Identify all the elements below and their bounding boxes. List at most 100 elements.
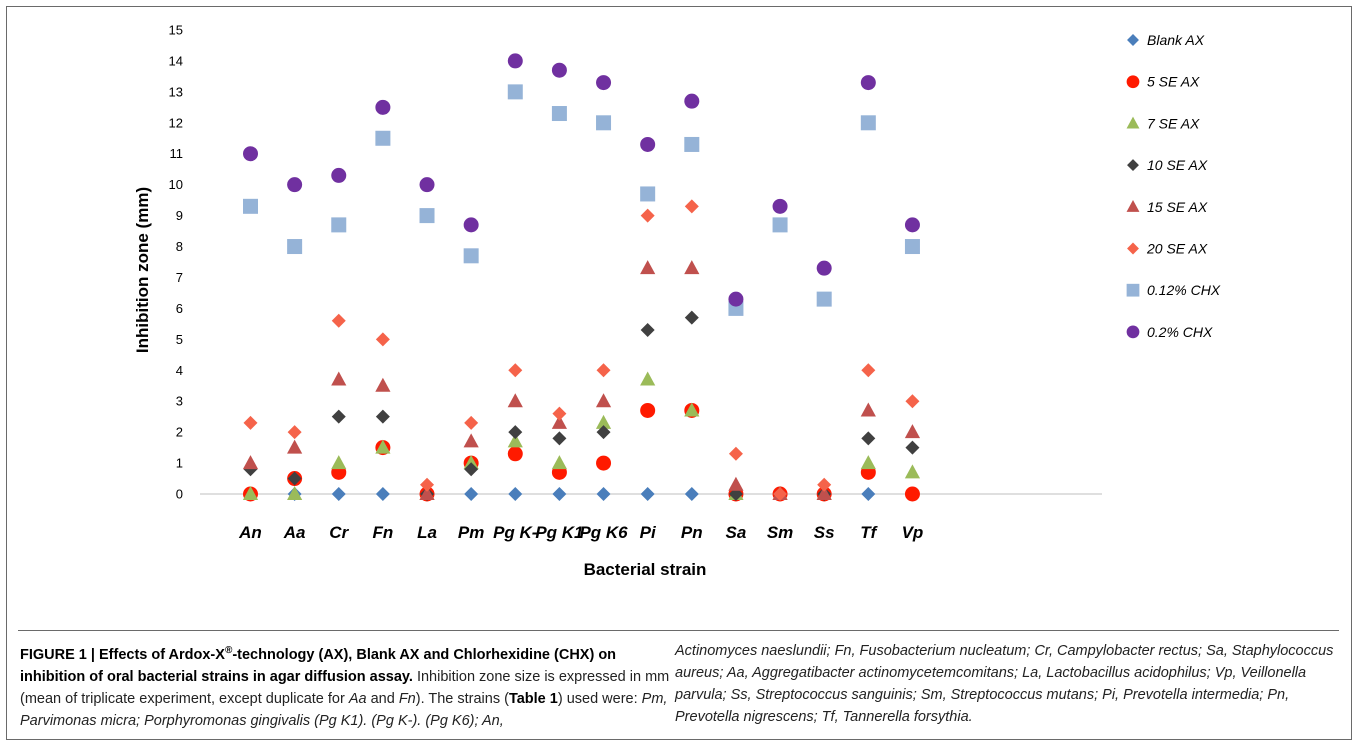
legend-label: 20 SE AX (1146, 241, 1208, 257)
point-blank-ax (861, 487, 876, 501)
point-20-se-ax (375, 332, 390, 347)
x-category-label: Tf (860, 523, 878, 542)
x-axis-title: Bacterial strain (584, 560, 707, 579)
x-category-label: Fn (372, 523, 393, 542)
point-15-se-ax (640, 260, 656, 275)
point-blank-ax (464, 487, 479, 501)
point-0-2-chx (640, 136, 656, 152)
point-20-se-ax (552, 406, 567, 421)
point-10-se-ax (905, 440, 920, 455)
point-0-12-chx (507, 84, 523, 100)
legend-marker (1127, 159, 1139, 172)
point-0-12-chx (375, 130, 391, 146)
point-7-se-ax (507, 433, 523, 448)
scatter-chart: Inhibition zone (mm) Bacterial strain 0 1… (133, 23, 1221, 580)
point-0-2-chx (243, 146, 258, 162)
point-20-se-ax (508, 363, 523, 378)
y-tick-label: 3 (176, 394, 183, 409)
point-0-2-chx (860, 75, 876, 91)
point-20-se-ax (773, 487, 788, 501)
point-20-se-ax (243, 415, 258, 430)
point-0-2-chx (551, 62, 567, 78)
point-15-se-ax (331, 371, 347, 386)
point-7-se-ax (640, 371, 656, 386)
point-10-se-ax (287, 471, 302, 486)
point-0-2-chx (728, 291, 744, 307)
point-blank-ax (331, 487, 346, 501)
legend-label: 0.12% CHX (1147, 282, 1221, 298)
x-category-label: Pm (458, 523, 484, 542)
x-category-label: Pn (681, 523, 703, 542)
point-15-se-ax (287, 439, 303, 454)
figure-caption: FIGURE 1 | Effects of Ardox-X®-technolog… (20, 640, 1336, 736)
point-0-2-chx (375, 99, 391, 115)
x-category-label: Sa (726, 523, 747, 542)
y-tick-label: 12 (169, 115, 183, 130)
point-10-se-ax (331, 409, 346, 424)
y-tick-label: 11 (170, 146, 184, 161)
point-15-se-ax (728, 476, 744, 491)
point-0-12-chx (772, 217, 788, 233)
point-0-12-chx (684, 136, 700, 152)
caption-aa: Aa (348, 690, 367, 707)
x-category-label: Aa (283, 523, 306, 542)
point-20-se-ax (817, 477, 832, 492)
point-0-12-chx (463, 248, 479, 264)
point-0-12-chx (331, 217, 347, 233)
point-10-se-ax (508, 425, 523, 440)
x-category-label: La (417, 523, 437, 542)
point-15-se-ax (242, 455, 259, 470)
legend-label: Blank AX (1147, 32, 1205, 48)
x-category-label: Pg K6 (579, 523, 628, 542)
point-10-se-ax (464, 462, 479, 477)
caption-text-b: ). The strains ( (415, 690, 509, 707)
legend-marker (1126, 75, 1140, 89)
legend-marker (1126, 200, 1140, 212)
point-10-se-ax (640, 323, 655, 338)
caption-title: -technology (AX), Blank AX and Chlorhexi… (20, 646, 617, 685)
point-blank-ax (596, 487, 611, 501)
point-0-12-chx (243, 198, 258, 214)
point-0-12-chx (596, 115, 612, 131)
legend-label: 15 SE AX (1147, 199, 1208, 215)
point-20-se-ax (331, 313, 346, 328)
point-7-se-ax (331, 455, 347, 470)
point-0-12-chx (816, 291, 832, 307)
y-tick-label: 15 (169, 23, 183, 38)
point-10-se-ax (684, 310, 699, 325)
legend-marker (1127, 34, 1139, 46)
caption-table-ref: Table 1 (508, 690, 558, 707)
x-category-label: Cr (329, 523, 349, 542)
point-20-se-ax (684, 199, 699, 214)
legend-label: 0.2% CHX (1147, 324, 1213, 340)
point-15-se-ax (595, 393, 612, 408)
y-tick-label: 1 (176, 456, 183, 471)
point-0-2-chx (287, 177, 303, 193)
point-0-2-chx (596, 75, 612, 91)
point-15-se-ax (507, 393, 523, 408)
point-7-se-ax (242, 486, 259, 500)
point-blank-ax (684, 487, 699, 501)
legend-marker (1126, 325, 1140, 339)
caption-registered-mark: ® (224, 645, 233, 656)
point-15-se-ax (904, 424, 921, 439)
x-category-label: Vp (902, 523, 924, 542)
y-tick-label: 0 (176, 487, 183, 502)
point-20-se-ax (905, 394, 920, 409)
caption-right-column: Actinomyces naeslundii; Fn, Fusobacteriu… (675, 643, 1334, 725)
point-blank-ax (508, 487, 523, 501)
point-0-2-chx (419, 177, 435, 193)
point-15-se-ax (860, 402, 876, 417)
point-20-se-ax (640, 208, 655, 223)
point-10-se-ax (552, 431, 567, 446)
x-category-label: Pi (640, 523, 657, 542)
point-7-se-ax (375, 439, 391, 454)
y-tick-label: 7 (176, 270, 183, 285)
legend-marker (1127, 242, 1139, 255)
point-7-se-ax (287, 486, 303, 500)
point-0-2-chx (507, 53, 523, 69)
point-5-se-ax (596, 455, 612, 471)
point-15-se-ax (684, 260, 700, 275)
point-20-se-ax (464, 415, 479, 430)
y-axis-title: Inhibition zone (mm) (133, 187, 152, 353)
